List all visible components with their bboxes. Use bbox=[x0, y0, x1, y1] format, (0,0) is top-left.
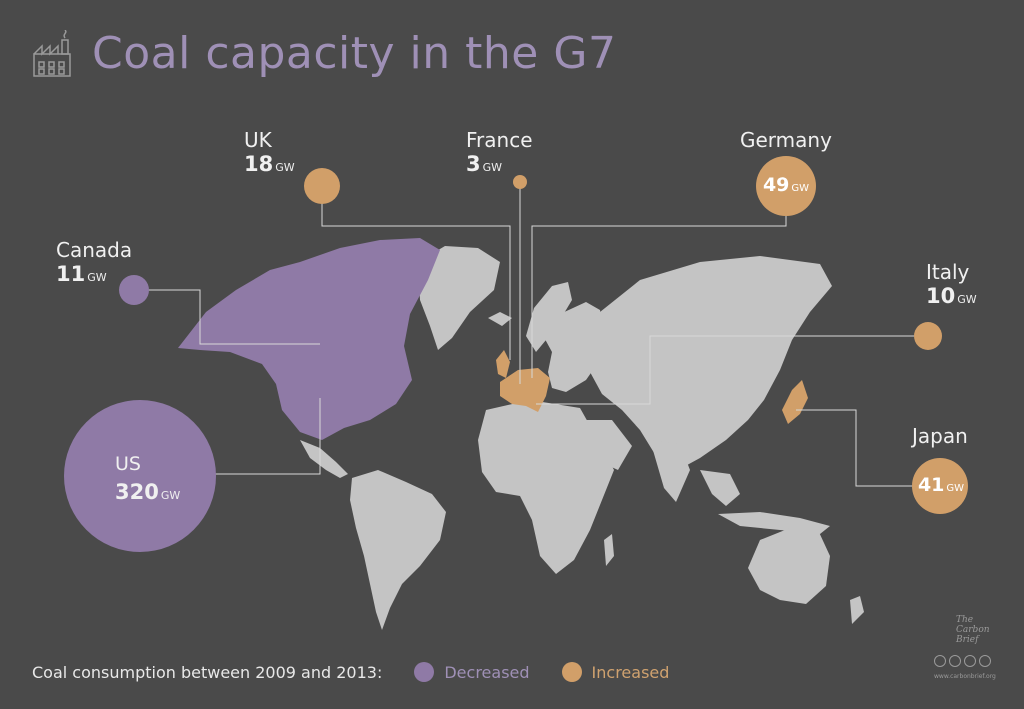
us-bubble bbox=[64, 400, 216, 552]
license-icons bbox=[934, 655, 991, 667]
new-zealand bbox=[850, 596, 864, 624]
asia bbox=[590, 256, 832, 470]
japan-name: Japan bbox=[912, 424, 968, 448]
cc-icon bbox=[934, 655, 946, 667]
italy-connector bbox=[536, 335, 914, 405]
japan-connector bbox=[796, 409, 912, 487]
france-label: France 3 GW bbox=[466, 128, 533, 177]
us-value: 320 bbox=[115, 479, 159, 504]
germany-label: Germany bbox=[740, 128, 832, 152]
land-increased bbox=[496, 350, 808, 424]
italy-label: Italy 10 GW bbox=[926, 260, 977, 309]
factory-icon bbox=[33, 29, 71, 77]
uk-value: 18 bbox=[244, 152, 274, 176]
japan-unit: GW bbox=[946, 483, 965, 494]
decreased-swatch bbox=[414, 662, 435, 682]
connectors bbox=[148, 186, 914, 487]
iceland bbox=[488, 312, 512, 326]
canada-unit: GW bbox=[87, 271, 107, 284]
france-unit: GW bbox=[482, 161, 503, 174]
canada-label: Canada 11 GW bbox=[56, 238, 132, 287]
uk-unit: GW bbox=[275, 161, 295, 174]
sa-icon bbox=[979, 655, 991, 667]
by-icon bbox=[949, 655, 961, 667]
germany-name: Germany bbox=[740, 128, 832, 152]
brand-line2: Carbon bbox=[956, 624, 990, 635]
land-decreased bbox=[178, 238, 440, 440]
uk-label: UK 18 GW bbox=[244, 128, 295, 177]
japan-shape bbox=[782, 380, 808, 424]
uk-connector bbox=[321, 200, 511, 360]
legend: Coal consumption between 2009 and 2013: … bbox=[32, 662, 669, 682]
brand-url[interactable]: www.carbonbrief.org bbox=[934, 673, 996, 680]
nc-icon bbox=[964, 655, 976, 667]
japan-bubble bbox=[912, 458, 968, 514]
carbon-brief-logo: The Carbon Brief bbox=[956, 615, 990, 646]
north-america-purple bbox=[178, 238, 440, 440]
italy-unit: GW bbox=[957, 293, 977, 306]
increased-swatch bbox=[561, 662, 582, 682]
canada-name: Canada bbox=[56, 238, 133, 262]
bubbles bbox=[64, 156, 968, 552]
india bbox=[650, 440, 690, 502]
us-unit: GW bbox=[160, 488, 181, 502]
brand-line1: The bbox=[956, 615, 974, 625]
uk-bubble bbox=[304, 168, 340, 204]
uk-shape bbox=[496, 350, 510, 378]
europe-orange bbox=[500, 368, 550, 412]
japan-label: Japan bbox=[912, 424, 968, 448]
germany-value: 49 bbox=[762, 174, 790, 196]
greenland bbox=[418, 246, 500, 350]
madagascar bbox=[604, 534, 614, 566]
land-grey bbox=[300, 246, 864, 630]
legend-label: Coal consumption between 2009 and 2013: bbox=[32, 662, 383, 682]
us-name: US bbox=[115, 453, 141, 475]
germany-connector bbox=[531, 216, 787, 378]
us-connector bbox=[214, 398, 321, 475]
page-title: Coal capacity in the G7 bbox=[92, 28, 617, 79]
us-label: US 320 GW bbox=[115, 452, 180, 506]
legend-increased: Increased bbox=[591, 662, 670, 682]
france-bubble bbox=[513, 175, 527, 189]
canada-bubble bbox=[119, 275, 149, 305]
legend-decreased: Decreased bbox=[444, 662, 530, 682]
scandinavia bbox=[526, 282, 572, 352]
africa bbox=[478, 400, 614, 574]
italy-value: 10 bbox=[926, 284, 956, 308]
title-row: Coal capacity in the G7 bbox=[32, 28, 616, 79]
japan-value-label: 41 GW bbox=[912, 474, 970, 496]
indonesia bbox=[718, 512, 830, 534]
se-asia bbox=[700, 470, 740, 506]
japan-value: 41 bbox=[917, 474, 945, 496]
south-america bbox=[350, 470, 446, 630]
france-name: France bbox=[466, 128, 533, 152]
uk-name: UK bbox=[244, 128, 272, 152]
australia bbox=[748, 528, 830, 604]
central-america bbox=[300, 440, 348, 478]
germany-unit: GW bbox=[791, 183, 810, 194]
canada-connector bbox=[148, 289, 320, 345]
italy-name: Italy bbox=[926, 260, 970, 284]
germany-bubble bbox=[756, 156, 816, 216]
france-value: 3 bbox=[466, 152, 481, 176]
canada-value: 11 bbox=[56, 262, 86, 286]
brand-line3: Brief bbox=[956, 634, 979, 645]
italy-bubble bbox=[914, 322, 942, 350]
germany-value-label: 49 GW bbox=[756, 174, 816, 196]
